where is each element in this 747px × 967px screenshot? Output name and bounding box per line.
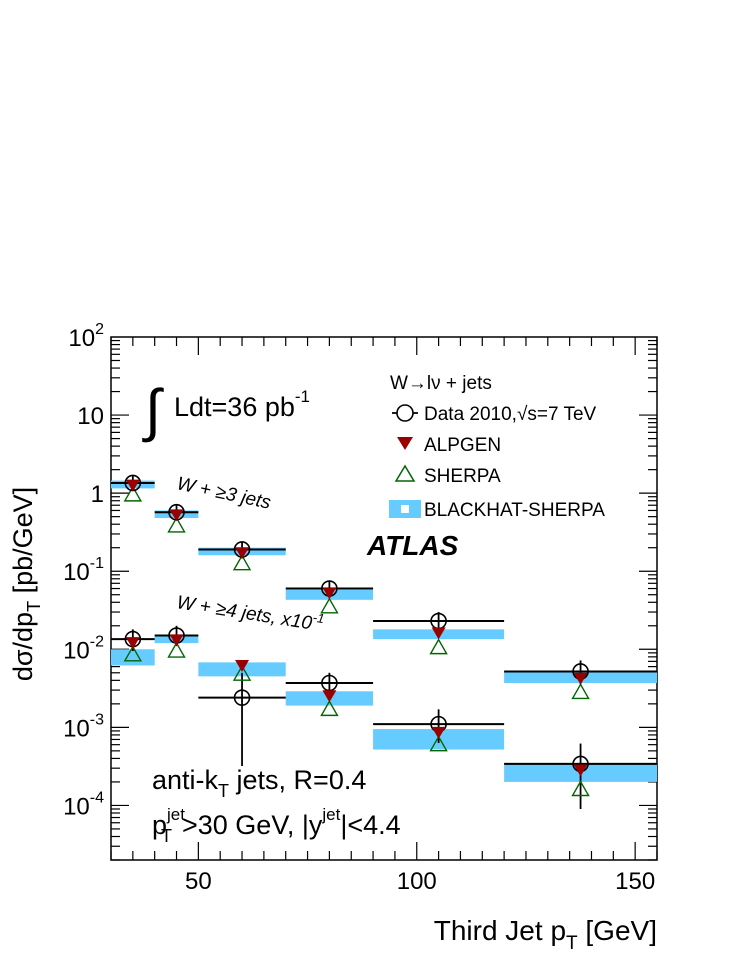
legend-blackhat: BLACKHAT-SHERPA — [389, 500, 605, 521]
legend-alpgen: ALPGEN — [397, 435, 501, 456]
alpgen-point — [125, 479, 140, 492]
sherpa-point — [429, 735, 448, 752]
sherpa-point — [320, 699, 339, 717]
alpgen-point — [431, 726, 446, 739]
alpgen-point — [169, 509, 184, 522]
data-point — [233, 689, 251, 706]
sherpa-point — [320, 597, 339, 614]
jet-algorithm-label: anti-kT jets, R=0.4 — [152, 765, 366, 801]
sherpa-point — [123, 645, 143, 662]
alpgen-point — [125, 637, 140, 650]
y-tick-label: 10 — [77, 403, 104, 430]
x-tick-label: 100 — [397, 868, 437, 895]
legend-title: W→lν + jets — [390, 373, 492, 394]
sherpa-point — [571, 780, 590, 797]
sherpa-point — [232, 554, 252, 571]
y-tick-label: 10-3 — [63, 711, 104, 742]
legend-sherpa: SHERPA — [394, 464, 501, 487]
alpgen-point — [573, 672, 588, 685]
y-tick-label: 10-1 — [63, 555, 104, 586]
alpgen-point — [573, 764, 588, 777]
y-tick-label: 102 — [68, 321, 104, 352]
atlas-label: ATLAS — [366, 530, 459, 561]
sherpa-point — [167, 516, 186, 533]
blackhat-band — [111, 649, 155, 666]
y-tick-label: 10-2 — [63, 633, 104, 664]
svg-text:BLACKHAT-SHERPA: BLACKHAT-SHERPA — [424, 500, 605, 521]
jet-cuts-label: pjet T >30 GeV, |yjet|<4.4 — [152, 805, 401, 846]
svg-text:ALPGEN: ALPGEN — [424, 435, 501, 456]
sherpa-point — [232, 664, 252, 681]
x-tick-label: 150 — [615, 868, 655, 895]
sherpa-point — [429, 638, 448, 655]
svg-text:SHERPA: SHERPA — [424, 466, 501, 487]
sherpa-point — [167, 641, 186, 658]
alpgen-point — [322, 690, 337, 703]
integral-sign: ∫ — [142, 378, 164, 443]
plot-frame — [110, 336, 658, 861]
legend-alpgen-marker — [397, 437, 413, 450]
y-tick-label: 10-4 — [63, 789, 104, 820]
data-markers — [111, 474, 657, 810]
alpgen-point — [235, 547, 250, 560]
sherpa-point — [123, 485, 143, 502]
tick-labels: 50 100 150 10-4 10-3 10-2 10-1 1 10 102 — [63, 321, 655, 895]
legend-data-marker — [396, 404, 414, 422]
x-tick-label: 50 — [185, 868, 212, 895]
sherpa-point — [571, 683, 590, 700]
luminosity-label: Ldt=36 pb-1 — [174, 387, 310, 422]
annotation-3jets: W + ≥3 jets — [175, 473, 273, 513]
blackhat-bands — [111, 480, 657, 782]
y-axis-title: dσ/dpT [pb/GeV] — [8, 487, 44, 681]
legend-data: Data 2010,√s=7 TeV — [392, 404, 597, 425]
alpgen-point — [169, 634, 184, 647]
legend-sherpa-marker — [394, 464, 416, 482]
y-tick-label: 1 — [91, 481, 104, 508]
svg-text:Data 2010,√s=7 TeV: Data 2010,√s=7 TeV — [424, 404, 597, 425]
alpgen-point — [235, 660, 250, 673]
alpgen-point — [322, 587, 337, 600]
alpgen-point — [431, 627, 446, 640]
x-axis-title: Third Jet pT [GeV] — [434, 915, 657, 954]
